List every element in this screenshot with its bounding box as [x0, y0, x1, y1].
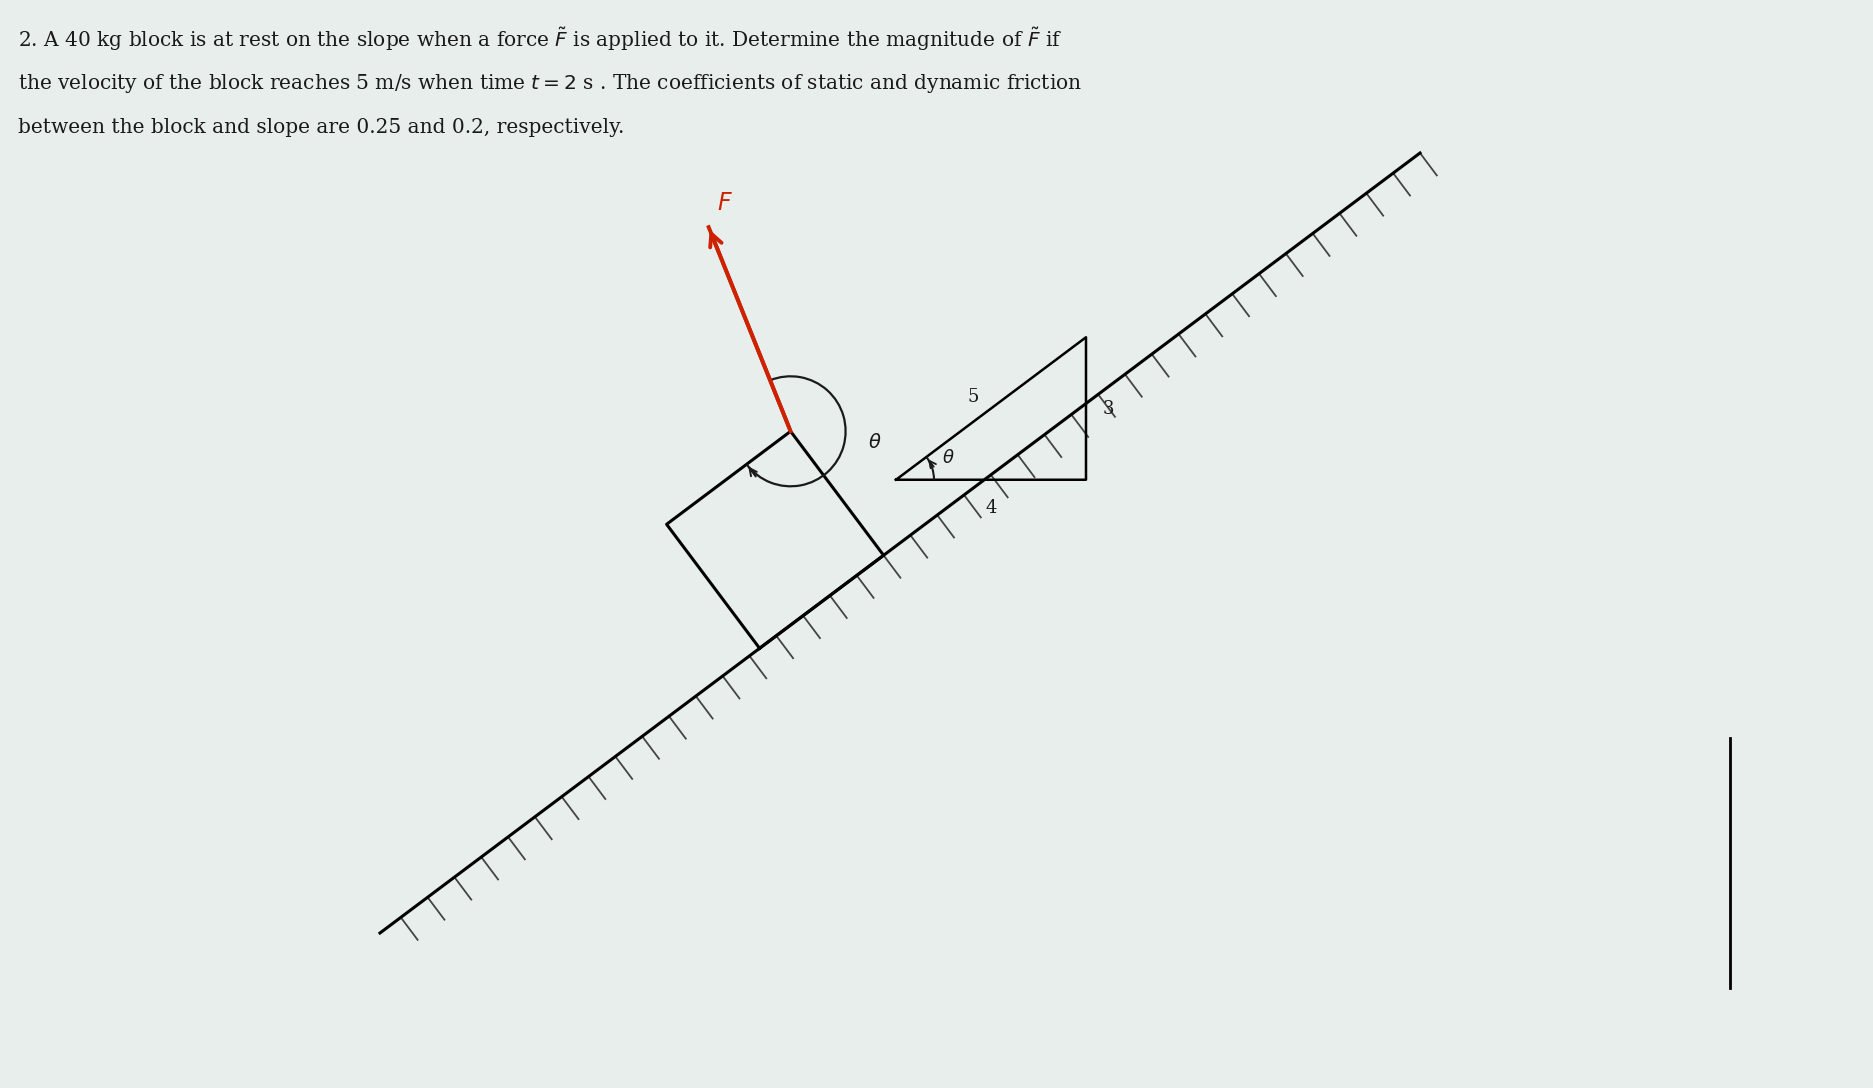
Text: $F$: $F$ — [717, 193, 732, 215]
Text: $\theta$: $\theta$ — [867, 433, 882, 452]
Text: 5: 5 — [966, 387, 980, 406]
Text: 3: 3 — [1101, 399, 1114, 418]
Text: 4: 4 — [985, 498, 996, 517]
Text: the velocity of the block reaches 5 m/s when time $t=2$ s . The coefficients of : the velocity of the block reaches 5 m/s … — [19, 72, 1083, 95]
Text: $\theta$: $\theta$ — [942, 448, 955, 467]
Text: between the block and slope are 0.25 and 0.2, respectively.: between the block and slope are 0.25 and… — [19, 118, 624, 137]
Text: 2. A 40 kg block is at rest on the slope when a force $\tilde{F}$ is applied to : 2. A 40 kg block is at rest on the slope… — [19, 26, 1062, 53]
